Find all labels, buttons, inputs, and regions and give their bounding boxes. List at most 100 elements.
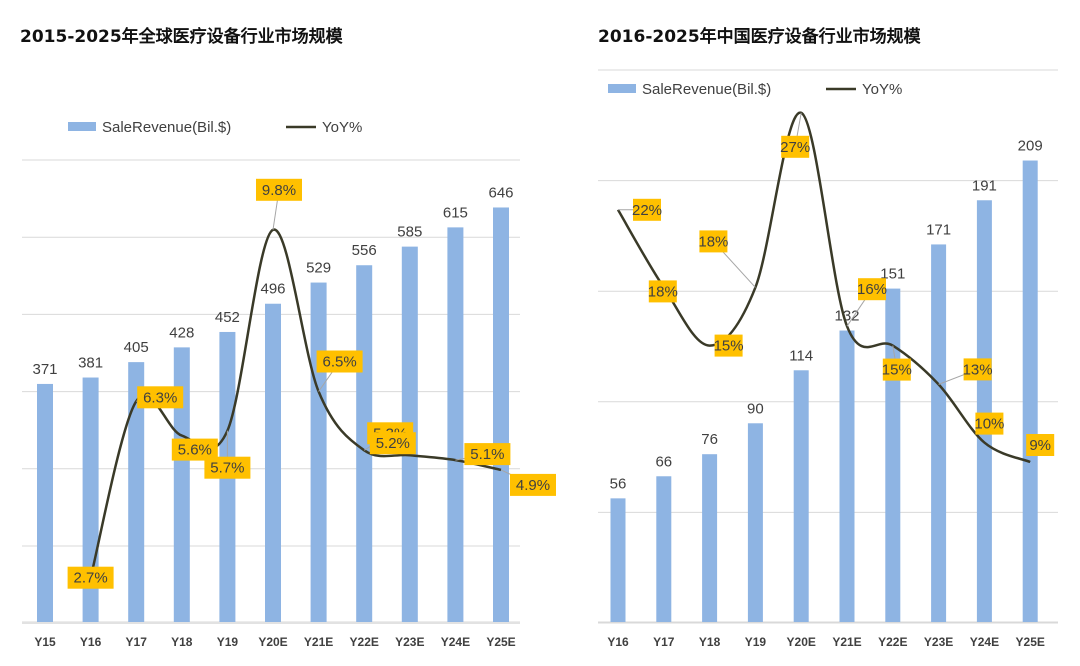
global-yoy-label-box [510,473,556,496]
china-yoy-label-box [633,198,661,221]
china-x-tick: Y18 [699,635,721,649]
global-x-tick: Y19 [217,635,239,649]
china-legend-bar-swatch [608,84,636,93]
global-bar-value: 405 [124,339,149,356]
global-legend-bar-swatch [68,122,96,131]
global-bar [493,207,509,622]
global-bar [310,282,327,622]
china-yoy-label-box [963,358,992,381]
china-yoy-line [616,111,1031,464]
global-bar-value: 556 [352,242,377,259]
china-bar-value: 151 [880,266,905,283]
chart-title-china: 2016-2025年中国医疗设备行业市场规模 [598,27,921,47]
china-bar [839,330,855,622]
china-bar-value: 114 [789,347,813,364]
china-x-tick: Y19 [745,635,767,649]
china-yoy-label-box [714,334,743,357]
china-x-tick: Y22E [878,635,907,649]
china-bar [702,454,718,622]
global-yoy-label: 4.9% [516,477,550,494]
global-bar-value: 496 [260,281,285,298]
global-yoy-label: 5.7% [210,460,244,477]
global-yoy-label: 9.8% [262,182,296,199]
global-bar [447,227,464,622]
global-bar-value: 371 [32,361,57,378]
global-x-tick: Y24E [441,635,470,649]
china-yoy-label-box [699,230,728,253]
global-x-tick: Y20E [258,635,287,649]
china-x-tick: Y23E [924,635,953,649]
china-bar-value: 66 [655,453,672,470]
china-bar [610,498,626,622]
china-bar [976,200,992,622]
china-yoy-label: 18% [698,233,728,250]
china-yoy-label: 22% [632,202,662,219]
china-bar [931,244,947,622]
china-bar-value: 191 [972,177,997,194]
global-yoy-label: 2.7% [73,570,107,587]
china-yoy-label: 10% [974,416,1004,433]
china-x-tick: Y16 [607,635,629,649]
global-yoy-label: 6.3% [143,389,177,406]
global-yoy-label: 5.6% [178,442,212,459]
china-yoy-label-box [882,358,911,381]
global-x-tick: Y16 [80,635,102,649]
chart-title-global: 2015-2025年全球医疗设备行业市场规模 [20,27,343,47]
global-yoy-label-box [204,456,251,479]
global-x-tick: Y15 [34,635,56,649]
global-yoy-label-box [256,178,302,201]
global-bar-value: 585 [397,224,422,241]
global-x-tick: Y23E [395,635,424,649]
global-yoy-label-box [171,438,218,461]
china-bar-value: 76 [701,431,718,448]
china-yoy-label: 9% [1029,437,1051,454]
china-yoy-label: 13% [963,361,993,378]
china-bar [747,423,763,622]
china-yoy-label-box [975,412,1004,435]
global-bar-value: 381 [78,355,103,372]
global-x-tick: Y22E [350,635,379,649]
global-yoy-label: 6.5% [322,354,356,371]
china-yoy-label-box [858,278,886,301]
global-bar-value: 452 [215,309,240,326]
china-yoy-label: 15% [882,362,912,379]
china-legend-bar-label: SaleRevenue(Bil.$) [642,81,771,98]
china-bar [793,370,809,622]
china-bar-value: 171 [926,221,951,238]
global-yoy-label-box [137,386,184,409]
global-x-tick: Y25E [486,635,515,649]
global-x-tick: Y18 [171,635,193,649]
china-bar-value: 56 [610,475,627,492]
global-yoy-label-box [464,443,511,466]
china-yoy-label-box [781,135,810,158]
china-x-tick: Y17 [653,635,675,649]
china-x-tick: Y21E [832,635,861,649]
global-bar-value: 615 [443,204,468,221]
global-bar-value: 646 [488,184,513,201]
global-yoy-label: 5.1% [470,446,504,463]
china-bar [656,476,672,622]
global-legend-line-label: YoY% [322,119,362,136]
global-yoy-label-box [316,350,363,373]
china-yoy-label: 27% [780,139,810,156]
global-legend-bar-label: SaleRevenue(Bil.$) [102,119,231,136]
china-bar-value: 90 [747,400,764,417]
china-yoy-label-box [1026,434,1055,456]
china-x-tick: Y25E [1016,635,1045,649]
global-bar-value: 529 [306,260,331,277]
global-bar [128,362,145,622]
china-bar-value: 132 [834,308,859,325]
global-yoy-label-box [67,566,114,589]
global-bar [173,347,190,622]
global-bar [265,303,281,622]
global-bar-value: 428 [169,324,194,341]
china-bar [885,288,901,622]
china-bar [1022,160,1038,622]
china-yoy-label: 18% [648,283,678,300]
global-x-tick: Y17 [126,635,148,649]
global-x-tick: Y21E [304,635,333,649]
china-yoy-label: 16% [857,281,887,298]
global-yoy-label: 5.2% [376,435,410,452]
china-yoy-label: 15% [714,338,744,355]
